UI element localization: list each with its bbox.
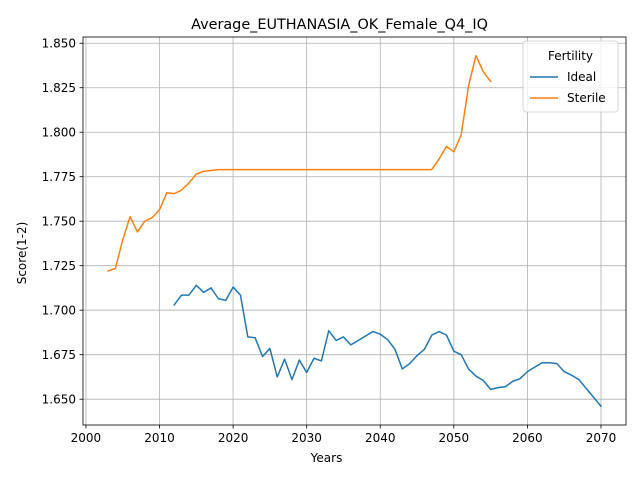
legend-label-ideal: Ideal bbox=[567, 70, 596, 84]
y-axis-ticks: 1.650 1.675 1.700 1.725 1.750 1.775 1.800 1.825… bbox=[42, 36, 83, 406]
legend-label-sterile: Sterile bbox=[567, 91, 606, 105]
series-line-sterile bbox=[107, 54, 492, 273]
y-tick-label: 1.650 bbox=[42, 392, 76, 406]
x-tick-label: 2020 bbox=[218, 431, 249, 445]
y-tick-label: 1.750 bbox=[42, 214, 76, 228]
y-tick-label: 1.700 bbox=[42, 303, 76, 317]
y-tick-label: 1.725 bbox=[42, 259, 76, 273]
x-tick-label: 2030 bbox=[291, 431, 322, 445]
x-tick-label: 2040 bbox=[365, 431, 396, 445]
y-axis-label: Score(1-2) bbox=[15, 222, 29, 285]
legend: Fertility Ideal Sterile bbox=[522, 40, 619, 113]
x-tick-label: 2060 bbox=[512, 431, 543, 445]
legend-title: Fertility bbox=[548, 49, 593, 63]
plot-lines bbox=[107, 54, 603, 408]
x-tick-label: 2010 bbox=[144, 431, 175, 445]
x-tick-label: 2000 bbox=[71, 431, 102, 445]
x-axis-label: Years bbox=[310, 451, 343, 465]
y-tick-label: 1.825 bbox=[42, 81, 76, 95]
plot-frame bbox=[82, 36, 627, 426]
x-axis-ticks: 2000 2010 2020 2030 2040 2050 2060 2070 bbox=[71, 425, 617, 445]
series-line-ideal bbox=[173, 284, 603, 408]
y-tick-label: 1.775 bbox=[42, 170, 76, 184]
y-tick-label: 1.675 bbox=[42, 348, 76, 362]
x-tick-label: 2050 bbox=[439, 431, 470, 445]
x-tick-label: 2070 bbox=[586, 431, 617, 445]
legend-box bbox=[522, 40, 619, 113]
y-tick-label: 1.800 bbox=[42, 125, 76, 139]
y-tick-label: 1.850 bbox=[42, 36, 76, 50]
chart-title: Average_EUTHANASIA_OK_Female_Q4_IQ bbox=[191, 17, 488, 33]
